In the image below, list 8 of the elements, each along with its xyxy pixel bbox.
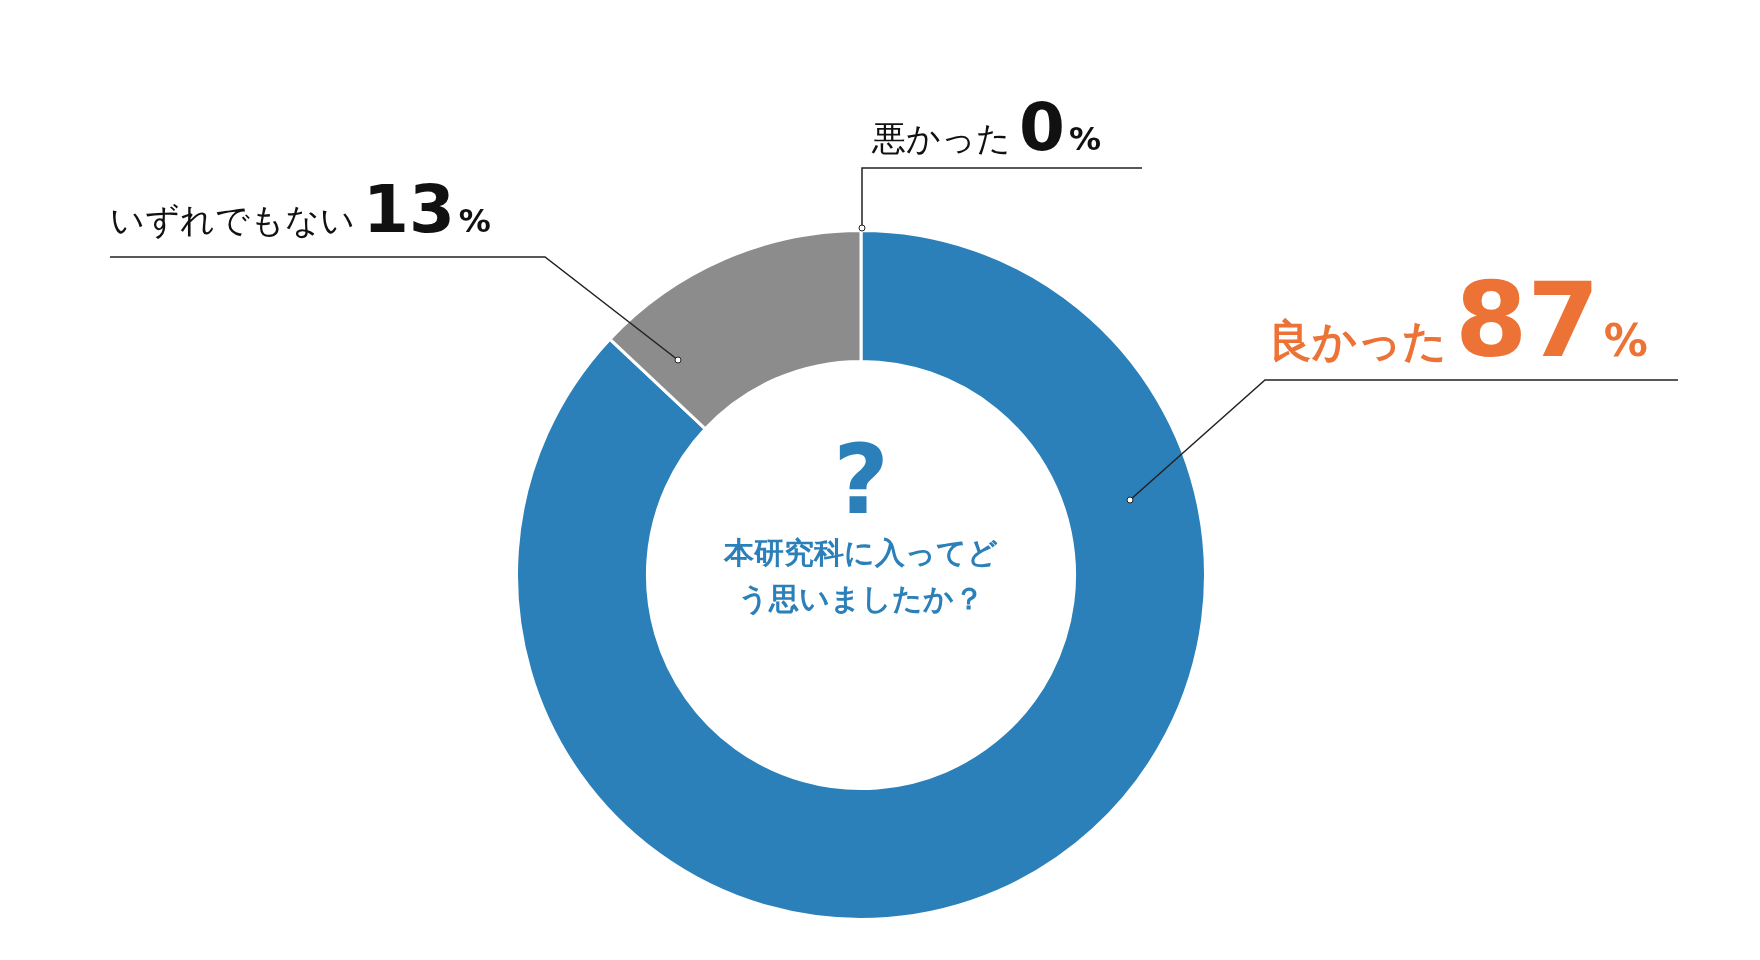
text: ?: [832, 424, 890, 536]
slice-label: いずれでもない: [110, 200, 355, 240]
text: 本研究科に入ってどう思いましたか？: [722, 534, 999, 618]
slice-label: 良かった: [1268, 315, 1447, 366]
data-label: 87%: [1455, 259, 1648, 381]
data-label: 13%: [363, 171, 491, 248]
category-label: 悪かった: [872, 118, 1011, 158]
text: 0%: [1019, 89, 1101, 166]
